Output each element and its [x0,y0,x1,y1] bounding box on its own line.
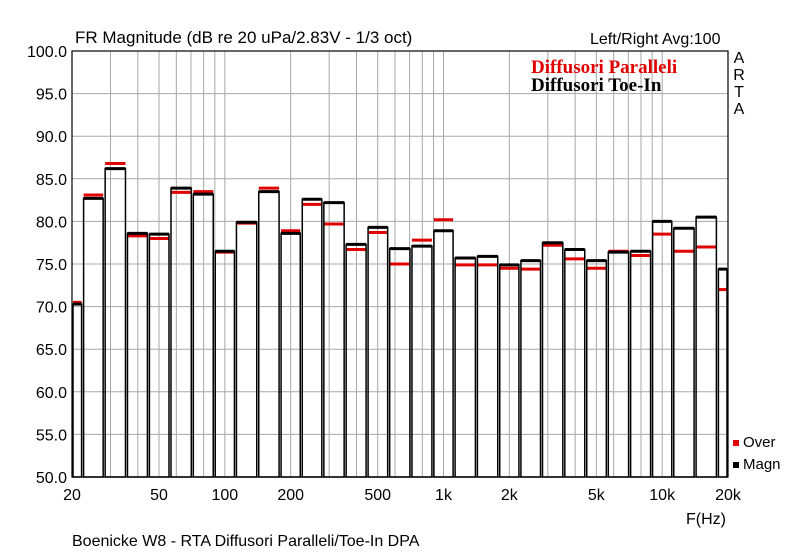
bar-magn [82,197,104,478]
overlay-label-paralleli: Diffusori Paralleli [531,57,678,78]
y-tick-label: 55.0 [36,427,67,444]
bar-magn [388,247,411,478]
bar-magn [673,227,695,478]
x-tick-label: 20k [715,487,742,504]
legend-key-over: Over [733,434,776,451]
legend-label-over: Over [743,434,776,451]
x-tick-label: 2k [501,487,519,504]
x-tick-label: 200 [277,487,304,504]
arta-letter: A [733,50,745,67]
bar-magn [520,259,542,478]
x-tick-label: 10k [649,487,676,504]
bar-magn [301,198,323,478]
bar-magn [323,201,345,478]
x-tick-labels: 20 50 100 200 500 1k 2k 5k 10k 20k [63,487,742,504]
x-tick-label: 50 [150,487,168,504]
bar-magn [104,167,127,478]
y-tick-label: 90.0 [36,129,67,146]
bar-magn [476,255,499,478]
bar-magn [541,241,564,478]
y-tick-labels: 100.0 95.0 90.0 85.0 80.0 75.0 70.0 65.0 60.0 55.… [27,44,67,487]
plot-border [71,50,729,478]
y-tick-label: 60.0 [36,385,67,402]
bars [72,161,728,478]
y-tick-label: 95.0 [36,87,67,104]
bar-magn [454,257,477,478]
y-tick-label: 70.0 [36,300,67,317]
plot-frame [71,50,729,478]
bar-magn [170,187,193,478]
y-tick-label: 100.0 [27,44,67,61]
x-tick-label: 5k [588,487,606,504]
arta-letter: T [734,84,744,101]
overlay-label-toe-in: Diffusori Toe-In [531,75,662,96]
bar-magn [607,251,630,478]
legend-key-magn: Magn [733,456,781,473]
x-tick-label: 1k [435,487,453,504]
x-tick-label: 100 [211,487,238,504]
x-tick-label: 500 [364,487,391,504]
y-tick-label: 85.0 [36,172,67,189]
legend-swatch-over [733,440,739,447]
legend-swatch-magn [733,462,739,469]
chart-title: FR Magnitude (dB re 20 uPa/2.83V - 1/3 o… [75,28,413,47]
y-tick-label: 80.0 [36,214,67,231]
y-tick-label: 65.0 [36,342,67,359]
bar-magn [695,216,718,478]
legend-label-magn: Magn [743,456,781,473]
chart-footer: Boenicke W8 - RTA Diffusori Paralleli/To… [72,533,420,550]
y-tick-label: 75.0 [36,257,67,274]
x-axis-unit: F(Hz) [686,511,726,528]
arta-letter: R [733,67,745,84]
arta-letter: A [733,101,745,118]
bar-magn [717,268,728,478]
y-tick-label: 50.0 [36,470,67,487]
bar-magn [72,303,83,478]
arta-logo: A R T A [732,50,746,118]
chart-settings: Left/Right Avg:100 [590,31,721,48]
x-tick-label: 20 [63,487,81,504]
